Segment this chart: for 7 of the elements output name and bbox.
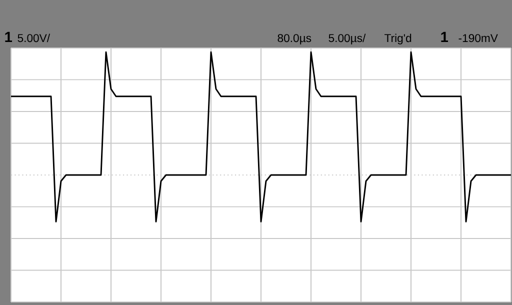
text: -190mV — [458, 34, 498, 42]
text: 1 — [5, 32, 12, 42]
text: 5.00µs/ — [328, 34, 366, 44]
text: 80.0µs — [278, 34, 312, 44]
text: 5.00V/ — [18, 34, 50, 42]
text: 1 — [441, 32, 448, 42]
text: Trig'd — [384, 34, 412, 44]
